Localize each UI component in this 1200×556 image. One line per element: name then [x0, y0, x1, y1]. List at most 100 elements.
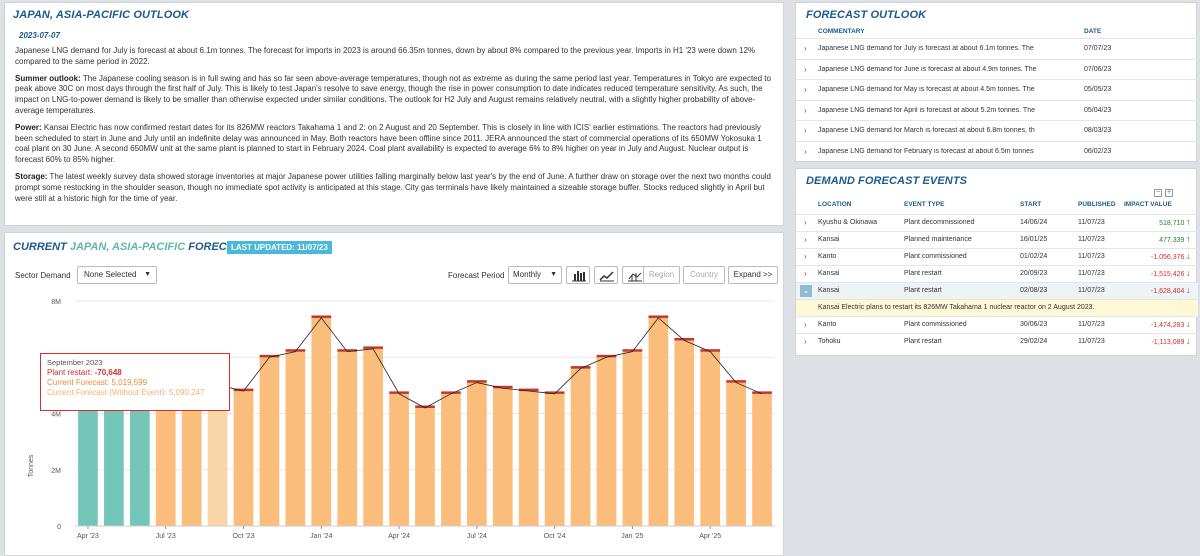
bar	[207, 384, 228, 526]
event-start: 16/01/25	[1020, 236, 1048, 243]
arrow-down-icon: 🡓	[1186, 322, 1190, 329]
storage-text: The latest weekly survey data showed sto…	[15, 171, 771, 203]
tooltip-without: Current Forecast (Without Event): 5,090,…	[47, 388, 223, 398]
event-row[interactable]: › Kanto Plant commissioned 01/02/24 11/07/23…	[796, 248, 1198, 265]
commentary-row[interactable]: › Japanese LNG demand for March is foreca…	[796, 120, 1198, 140]
chevron-right-icon[interactable]: ›	[804, 126, 807, 135]
bar-chart-button[interactable]	[566, 266, 590, 284]
event-row[interactable]: ⌄ Kansai Plant restart 02/08/23 11/07/23 -1,6…	[796, 282, 1198, 299]
bar	[155, 382, 176, 526]
bar	[467, 382, 487, 526]
event-location: Kanto	[818, 253, 837, 260]
bar	[259, 357, 280, 526]
tooltip-event-value: -70,648	[94, 368, 122, 377]
event-row[interactable]: › Kansai Planned maintenance 16/01/25 11/07/…	[796, 231, 1198, 248]
forecast-outlook-panel: FORECAST OUTLOOK COMMENTARY DATE › Japane…	[795, 2, 1198, 162]
commentary-row[interactable]: › Japanese LNG demand for April is foreca…	[796, 99, 1198, 120]
col-impact: IMPACT VALUE	[1124, 201, 1172, 208]
x-tick-label: Jan '24	[310, 533, 332, 540]
combo-chart-icon	[628, 272, 642, 282]
bar	[752, 393, 772, 526]
without-event-marker	[363, 346, 383, 349]
without-event-marker	[337, 349, 358, 352]
bar	[648, 317, 669, 526]
arrow-down-icon: 🡓	[1186, 254, 1190, 261]
without-event-marker	[415, 405, 435, 408]
commentary-text: Japanese LNG demand for July is forecast…	[818, 45, 1034, 52]
without-event-marker	[233, 388, 254, 392]
bar	[492, 388, 513, 526]
without-event-marker	[596, 354, 617, 358]
event-row[interactable]: › Tohoku Plant restart 29/02/24 11/07/23 -1,1…	[796, 333, 1198, 350]
event-type: Plant restart	[904, 338, 942, 345]
chevron-right-icon[interactable]: ›	[804, 105, 807, 115]
outlook-storage: Storage: The latest weekly survey data s…	[15, 172, 777, 204]
tooltip-title: September 2023	[47, 358, 103, 367]
commentary-date: 06/02/23	[1084, 147, 1112, 155]
without-event-marker	[726, 380, 746, 383]
commentary-row[interactable]: › Japanese LNG demand for June is forecas…	[796, 58, 1198, 79]
without-event-marker	[285, 349, 306, 352]
event-impact: -1,628,404 🡓	[1150, 288, 1190, 295]
outlook-body: Japanese LNG demand for July is forecast…	[15, 46, 777, 210]
commentary-text: Japanese LNG demand for April is forecas…	[818, 106, 1035, 114]
bar	[104, 402, 124, 526]
event-published: 11/07/23	[1078, 236, 1105, 243]
commentary-row[interactable]: › Japanese LNG demand for July is forecas…	[796, 38, 1198, 58]
outlook-summer: Summer outlook: The Japanese cooling sea…	[15, 74, 777, 117]
commentary-date: 05/05/23	[1084, 86, 1112, 93]
forecast-title-current: CURRENT	[13, 241, 67, 253]
line-chart-button[interactable]	[594, 266, 618, 284]
commentary-row[interactable]: › Japanese LNG demand for May is forecast…	[796, 79, 1198, 99]
chevron-right-icon[interactable]: ›	[804, 85, 807, 94]
chevron-right-icon[interactable]: ›	[804, 320, 807, 329]
event-row[interactable]: › Kanto Plant commissioned 30/06/23 11/07/23…	[796, 316, 1198, 333]
event-impact: -1,113,089 🡓	[1151, 339, 1190, 346]
chevron-right-icon[interactable]: ›	[804, 64, 807, 74]
commentary-row[interactable]: › Japanese LNG demand for February is for…	[796, 140, 1198, 161]
chevron-right-icon[interactable]: ›	[804, 235, 807, 244]
chevron-right-icon[interactable]: ›	[804, 269, 807, 278]
chevron-right-icon[interactable]: ›	[804, 146, 807, 156]
country-button[interactable]: Country	[683, 266, 725, 284]
event-location: Kansai	[818, 236, 840, 243]
bar	[518, 391, 539, 526]
without-event-marker	[311, 315, 332, 318]
without-event-marker	[700, 349, 721, 352]
sector-demand-value: None Selected	[84, 270, 137, 279]
col-start: START	[1020, 201, 1042, 208]
collapse-all-icon[interactable]: −	[1154, 189, 1162, 197]
event-impact: -1,056,376 🡓	[1150, 254, 1190, 261]
y-tick-label: 2M	[51, 468, 61, 475]
chevron-right-icon[interactable]: ›	[804, 252, 807, 261]
tooltip-event: Plant restart: -70,648	[47, 368, 223, 378]
without-event-marker	[518, 388, 539, 392]
x-tick-label: Jul '24	[467, 533, 487, 540]
event-row[interactable]: › Kyushu & Okinawa Plant decommissioned 14/…	[796, 214, 1198, 231]
chevron-down-icon[interactable]: ⌄	[800, 285, 812, 297]
without-event-marker	[467, 380, 487, 383]
chevron-right-icon[interactable]: ›	[804, 337, 807, 346]
tooltip-event-label: Plant restart:	[47, 368, 95, 377]
commentary-date: 07/07/23	[1084, 45, 1112, 52]
event-start: 29/02/24	[1020, 338, 1048, 345]
event-published: 11/07/23	[1078, 338, 1105, 345]
chevron-right-icon[interactable]: ›	[804, 218, 807, 227]
event-published: 11/07/23	[1078, 253, 1105, 260]
demand-events-panel: DEMAND FORECAST EVENTS − + LOCATION EVEN…	[795, 168, 1198, 356]
line-chart-icon	[599, 271, 614, 282]
arrow-down-icon: 🡓	[1186, 288, 1190, 295]
forecast-period-select[interactable]: Monthly ▼	[508, 266, 562, 284]
y-tick-label: 0	[57, 524, 61, 531]
chevron-right-icon[interactable]: ›	[804, 44, 807, 53]
region-button[interactable]: Region	[643, 266, 680, 284]
expand-all-icon[interactable]: +	[1165, 189, 1173, 197]
expand-button[interactable]: Expand >>	[728, 266, 778, 284]
sector-demand-label: Sector Demand	[15, 271, 71, 280]
sector-demand-select[interactable]: None Selected ▼	[77, 266, 157, 284]
y-tick-label: 8M	[51, 299, 61, 306]
caret-down-icon: ▼	[550, 271, 557, 278]
outlook-title: JAPAN, ASIA-PACIFIC OUTLOOK	[13, 9, 190, 21]
event-row[interactable]: › Kansai Plant restart 20/09/23 11/07/23 -1,5…	[796, 265, 1198, 282]
